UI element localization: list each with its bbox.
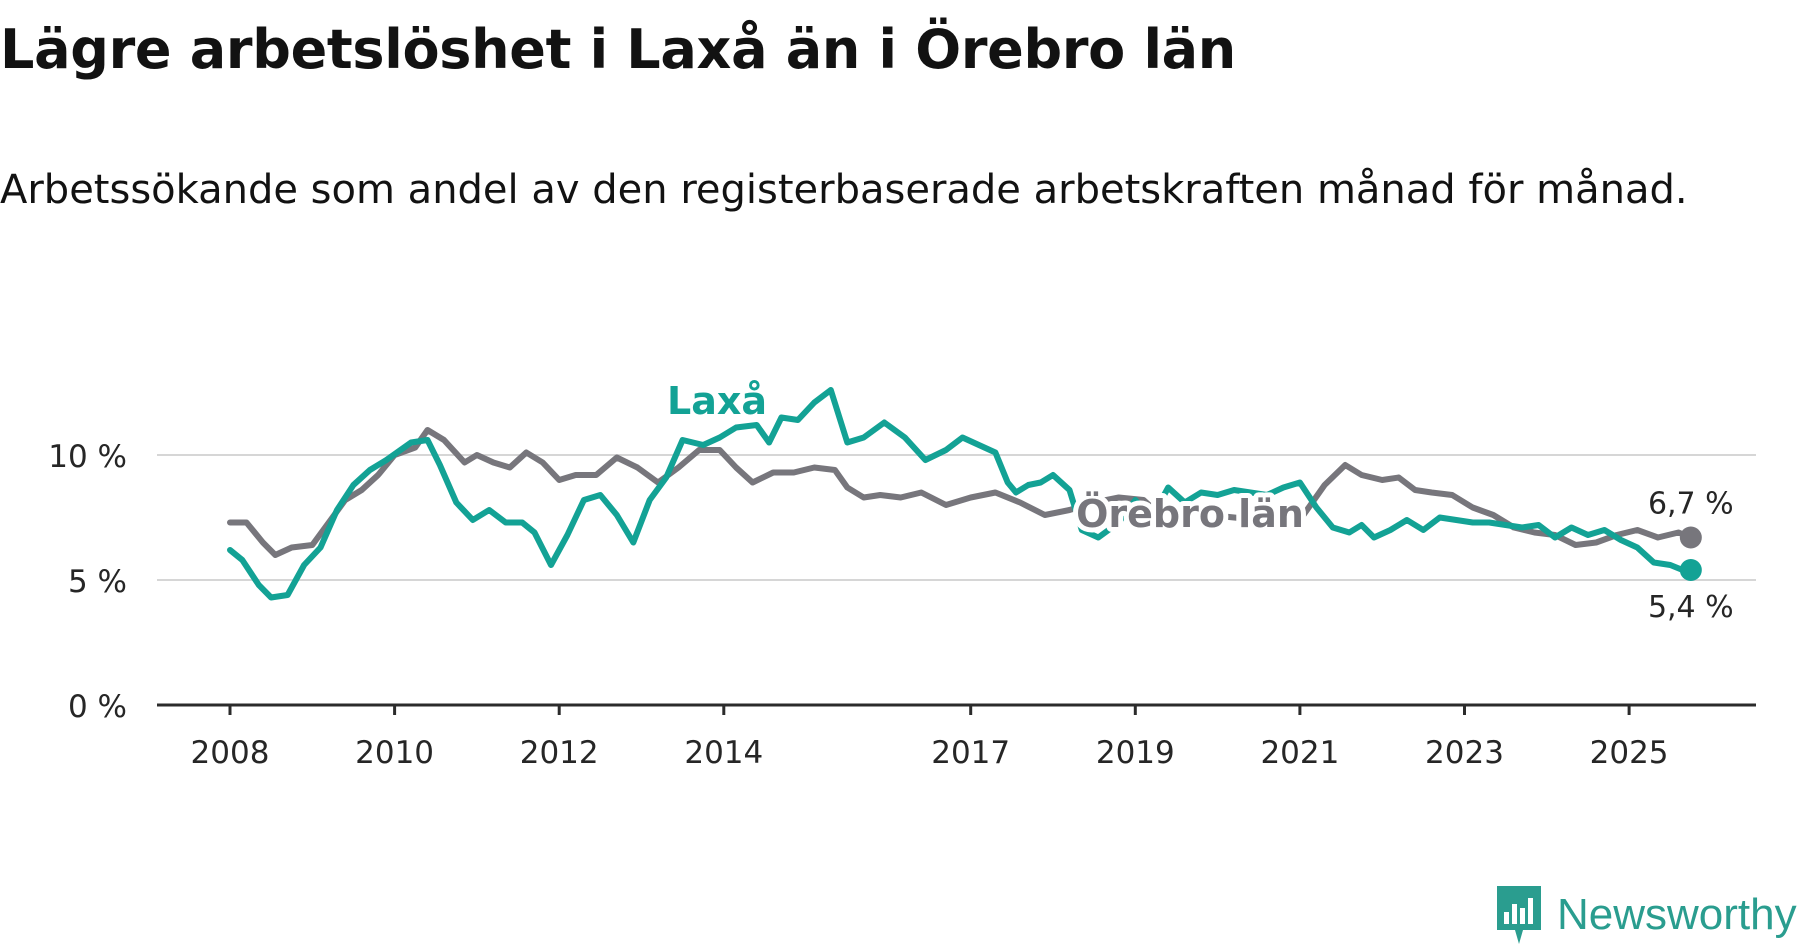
x-tick-label: 2014 bbox=[684, 735, 763, 771]
end-value-label-laxa: 5,4 % bbox=[1648, 590, 1734, 625]
line-chart: 0 % 5 % 10 % 2008 2010 2012 2014 2017 2019 2021 20… bbox=[48, 379, 1756, 771]
brand-name: Newsworthy bbox=[1557, 890, 1797, 939]
x-tick-label: 2023 bbox=[1425, 735, 1504, 771]
brand-logo: Newsworthy bbox=[1493, 880, 1797, 950]
x-tick-label: 2012 bbox=[520, 735, 599, 771]
page-subtitle: Arbetssökande som andel av den registerb… bbox=[0, 167, 1688, 213]
x-tick-label: 2017 bbox=[931, 735, 1010, 771]
y-tick-label: 10 % bbox=[48, 439, 127, 475]
chart-bubble-icon bbox=[1497, 886, 1541, 944]
x-tick-label: 2021 bbox=[1260, 735, 1339, 771]
y-tick-label: 5 % bbox=[68, 564, 127, 600]
x-tick-label: 2019 bbox=[1096, 735, 1175, 771]
y-tick-label: 0 % bbox=[68, 689, 127, 725]
x-tick-label: 2025 bbox=[1590, 735, 1669, 771]
page-title: Lägre arbetslöshet i Laxå än i Örebro lä… bbox=[0, 18, 1236, 81]
end-value-label-orebro: 6,7 % bbox=[1648, 487, 1734, 522]
series-line-orebro bbox=[227, 427, 1694, 558]
x-tick-label: 2010 bbox=[355, 735, 434, 771]
series-line-laxa-end-dot bbox=[1679, 559, 1702, 581]
series-label-orebro: Örebro län bbox=[1076, 492, 1304, 536]
x-tick-label: 2008 bbox=[191, 735, 270, 771]
series-line-orebro-end-dot bbox=[1679, 526, 1702, 549]
series-label-laxa: Laxå bbox=[667, 379, 767, 423]
series-line-laxa bbox=[227, 387, 1694, 601]
